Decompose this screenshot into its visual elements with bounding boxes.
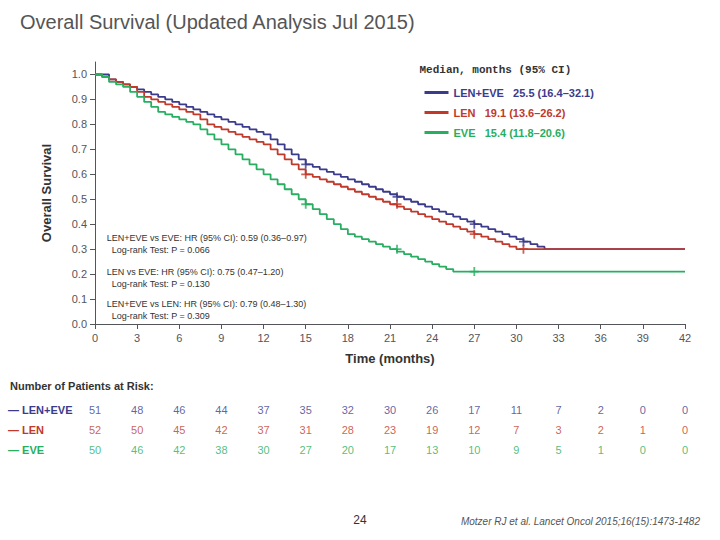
svg-text:Log-rank Test: P = 0.066: Log-rank Test: P = 0.066 xyxy=(107,245,210,255)
svg-text:28: 28 xyxy=(342,424,354,436)
svg-text:2: 2 xyxy=(598,424,604,436)
svg-text:LEN 19.1 (13.6–26.2): LEN 19.1 (13.6–26.2) xyxy=(454,107,566,119)
svg-text:23: 23 xyxy=(384,424,396,436)
svg-text:LEN+EVE vs EVE: HR (95% CI): 0: LEN+EVE vs EVE: HR (95% CI): 0.59 (0.36–… xyxy=(107,233,307,243)
svg-text:12: 12 xyxy=(257,332,269,344)
svg-text:0.5: 0.5 xyxy=(72,193,87,205)
svg-text:12: 12 xyxy=(468,424,480,436)
svg-text:0.8: 0.8 xyxy=(72,118,87,130)
svg-text:32: 32 xyxy=(342,404,354,416)
svg-text:44: 44 xyxy=(215,404,227,416)
svg-text:Number of Patients at Risk:: Number of Patients at Risk: xyxy=(10,380,154,392)
svg-text:0: 0 xyxy=(640,404,646,416)
svg-text:Overall Survival (Updated Anal: Overall Survival (Updated Analysis Jul 2… xyxy=(20,11,415,33)
svg-text:42: 42 xyxy=(173,444,185,456)
svg-text:42: 42 xyxy=(679,332,691,344)
svg-text:LEN+EVE 25.5 (16.4–32.1): LEN+EVE 25.5 (16.4–32.1) xyxy=(454,87,595,99)
svg-text:45: 45 xyxy=(173,424,185,436)
svg-text:17: 17 xyxy=(384,444,396,456)
svg-text:— LEN: — LEN xyxy=(8,424,44,436)
svg-text:LEN vs EVE: HR (95% CI): 0.75: LEN vs EVE: HR (95% CI): 0.75 (0.47–1.20… xyxy=(107,267,284,277)
svg-text:0: 0 xyxy=(682,424,688,436)
svg-text:9: 9 xyxy=(513,444,519,456)
svg-text:1: 1 xyxy=(598,444,604,456)
svg-text:0: 0 xyxy=(682,404,688,416)
svg-text:0.0: 0.0 xyxy=(72,318,87,330)
svg-text:1.0: 1.0 xyxy=(72,68,87,80)
svg-text:31: 31 xyxy=(300,424,312,436)
svg-text:27: 27 xyxy=(300,444,312,456)
svg-text:39: 39 xyxy=(637,332,649,344)
svg-text:0.7: 0.7 xyxy=(72,143,87,155)
svg-text:24: 24 xyxy=(353,513,367,527)
svg-text:50: 50 xyxy=(131,424,143,436)
svg-text:0.4: 0.4 xyxy=(72,218,87,230)
svg-text:Time (months): Time (months) xyxy=(345,351,434,366)
svg-text:0: 0 xyxy=(92,332,98,344)
svg-text:7: 7 xyxy=(513,424,519,436)
svg-text:0.6: 0.6 xyxy=(72,168,87,180)
svg-text:51: 51 xyxy=(89,404,101,416)
svg-text:7: 7 xyxy=(556,404,562,416)
svg-text:24: 24 xyxy=(426,332,438,344)
svg-text:20: 20 xyxy=(342,444,354,456)
svg-text:18: 18 xyxy=(342,332,354,344)
svg-text:13: 13 xyxy=(426,444,438,456)
svg-text:11: 11 xyxy=(511,404,522,416)
svg-text:Log-rank Test: P = 0.130: Log-rank Test: P = 0.130 xyxy=(107,279,210,289)
svg-text:15: 15 xyxy=(300,332,312,344)
svg-text:37: 37 xyxy=(257,404,269,416)
svg-text:Log-rank Test: P = 0.309: Log-rank Test: P = 0.309 xyxy=(107,311,210,321)
svg-text:50: 50 xyxy=(89,444,101,456)
svg-text:37: 37 xyxy=(257,424,269,436)
svg-text:6: 6 xyxy=(176,332,182,344)
svg-text:2: 2 xyxy=(598,404,604,416)
svg-text:0.9: 0.9 xyxy=(72,93,87,105)
svg-text:19: 19 xyxy=(426,424,438,436)
svg-text:— LEN+EVE: — LEN+EVE xyxy=(8,404,73,416)
svg-text:0: 0 xyxy=(640,444,646,456)
svg-text:3: 3 xyxy=(134,332,140,344)
svg-text:27: 27 xyxy=(468,332,480,344)
svg-text:LEN+EVE vs LEN: HR (95% CI): 0: LEN+EVE vs LEN: HR (95% CI): 0.79 (0.48–… xyxy=(107,299,306,309)
svg-text:10: 10 xyxy=(468,444,480,456)
svg-text:EVE 15.4 (11.8–20.6): EVE 15.4 (11.8–20.6) xyxy=(454,127,566,139)
svg-text:33: 33 xyxy=(552,332,564,344)
svg-text:17: 17 xyxy=(468,404,480,416)
svg-text:35: 35 xyxy=(300,404,312,416)
svg-text:30: 30 xyxy=(257,444,269,456)
svg-text:0: 0 xyxy=(682,444,688,456)
svg-text:9: 9 xyxy=(218,332,224,344)
svg-text:— EVE: — EVE xyxy=(8,444,44,456)
svg-text:Overall Survival: Overall Survival xyxy=(39,144,54,242)
svg-text:30: 30 xyxy=(384,404,396,416)
svg-text:0.3: 0.3 xyxy=(72,243,87,255)
svg-text:0.2: 0.2 xyxy=(72,268,87,280)
svg-text:1: 1 xyxy=(640,424,646,436)
svg-text:0.1: 0.1 xyxy=(72,293,87,305)
svg-text:46: 46 xyxy=(131,444,143,456)
svg-text:38: 38 xyxy=(215,444,227,456)
svg-text:Median, months (95% CI): Median, months (95% CI) xyxy=(420,64,572,76)
svg-text:42: 42 xyxy=(215,424,227,436)
svg-text:Motzer RJ et al. Lancet Oncol: Motzer RJ et al. Lancet Oncol 2015;16(15… xyxy=(461,516,700,527)
svg-text:30: 30 xyxy=(510,332,522,344)
svg-text:5: 5 xyxy=(556,444,562,456)
svg-text:48: 48 xyxy=(131,404,143,416)
svg-text:21: 21 xyxy=(384,332,396,344)
svg-text:46: 46 xyxy=(173,404,185,416)
svg-text:3: 3 xyxy=(556,424,562,436)
svg-text:26: 26 xyxy=(426,404,438,416)
svg-text:36: 36 xyxy=(595,332,607,344)
svg-text:52: 52 xyxy=(89,424,101,436)
